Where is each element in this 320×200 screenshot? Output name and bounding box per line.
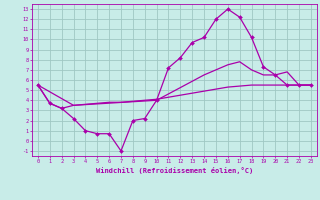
X-axis label: Windchill (Refroidissement éolien,°C): Windchill (Refroidissement éolien,°C) [96,167,253,174]
